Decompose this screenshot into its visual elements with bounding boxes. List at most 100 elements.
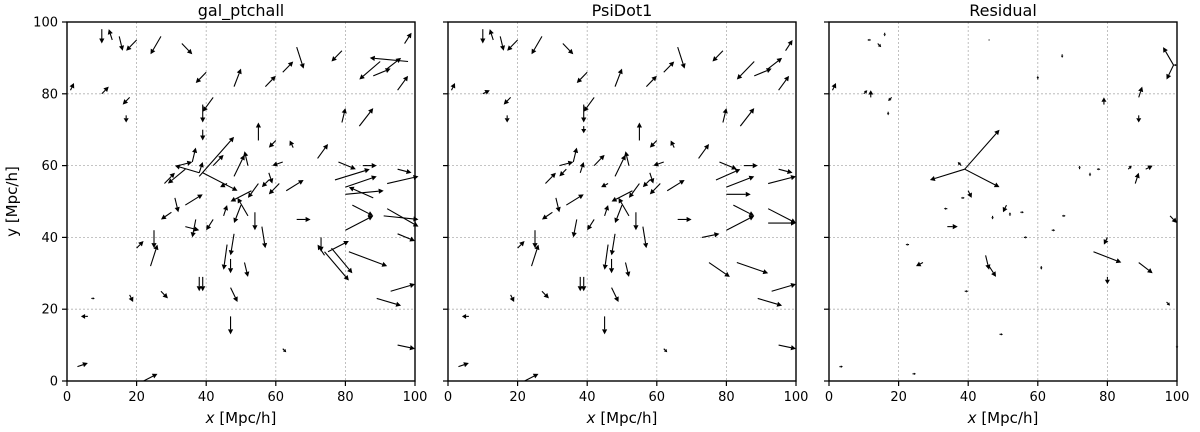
vector-arrow xyxy=(649,140,658,148)
vector-arrow-shaft xyxy=(663,64,672,73)
vector-arrow-head xyxy=(1060,55,1064,58)
vector-arrow-shaft xyxy=(69,87,73,91)
vector-arrow-shaft xyxy=(726,217,751,231)
vector-arrow xyxy=(1127,165,1132,170)
vector-arrow-head xyxy=(255,122,261,128)
vector-arrow xyxy=(362,163,377,169)
vector-arrow-head xyxy=(985,264,991,270)
vector-arrow-head xyxy=(567,48,574,55)
vector-arrow xyxy=(566,194,584,206)
vector-arrow-head xyxy=(200,135,206,141)
vector-arrow-shaft xyxy=(645,79,654,88)
vector-arrow-head xyxy=(680,63,686,69)
vector-arrow-shaft xyxy=(988,265,994,273)
vector-arrow-shaft xyxy=(701,234,715,238)
vector-arrow-head xyxy=(994,129,1000,136)
x-tick-label: 20 xyxy=(890,390,907,405)
vector-arrow-shaft xyxy=(967,190,971,194)
vector-arrow xyxy=(562,43,574,55)
vector-arrow xyxy=(450,83,456,91)
vector-arrow-head xyxy=(790,175,796,181)
vector-arrow xyxy=(404,32,412,44)
vector-arrow-shaft xyxy=(1105,237,1108,241)
vector-arrow xyxy=(653,161,664,167)
vector-arrow xyxy=(677,216,692,223)
vector-arrow xyxy=(726,215,755,231)
vector-arrow-shaft xyxy=(234,190,252,200)
vector-arrow-shaft xyxy=(223,209,227,217)
vector-arrow-head xyxy=(103,86,109,93)
vector-arrow xyxy=(228,233,235,256)
vector-arrow-head xyxy=(347,267,353,274)
vector-arrow-shaft xyxy=(663,348,666,351)
vector-arrow-head xyxy=(602,264,608,270)
vector-arrow-head xyxy=(628,192,635,198)
vector-arrow-shaft xyxy=(877,43,880,46)
vector-arrow-shaft xyxy=(171,168,186,181)
vector-arrow xyxy=(1062,214,1066,218)
vector-arrow xyxy=(220,182,228,188)
vector-arrow-head xyxy=(967,192,972,198)
vector-arrow xyxy=(227,316,234,335)
vector-arrow-head xyxy=(162,293,168,299)
vector-arrow xyxy=(867,38,871,42)
vector-arrow-shaft xyxy=(404,36,410,44)
vector-arrow xyxy=(736,61,755,80)
vector-arrow-head xyxy=(534,244,540,251)
vector-arrow-shaft xyxy=(345,177,373,188)
vector-arrow-shaft xyxy=(77,364,84,368)
vector-arrow-head xyxy=(186,160,193,166)
vector-arrow xyxy=(581,104,587,123)
vector-arrow xyxy=(947,224,958,230)
vector-arrow xyxy=(532,230,538,249)
x-tick-label: 60 xyxy=(649,390,666,405)
vector-arrow xyxy=(1169,215,1177,224)
vector-arrow xyxy=(69,83,75,91)
vector-arrow-head xyxy=(722,108,728,114)
vector-arrow xyxy=(1088,172,1092,177)
vector-arrow-head xyxy=(748,211,755,216)
y-tick-label: 80 xyxy=(41,87,58,102)
vector-arrow-head xyxy=(1147,268,1153,274)
x-tick-label: 100 xyxy=(784,390,809,405)
vector-arrow xyxy=(261,226,268,249)
vector-arrow-head xyxy=(402,75,409,82)
vector-arrow-head xyxy=(174,206,180,213)
vector-arrow xyxy=(118,36,125,51)
vector-arrow-shaft xyxy=(331,247,350,270)
vector-arrow-head xyxy=(406,169,412,175)
vector-arrow-head xyxy=(236,68,242,75)
vector-arrow xyxy=(151,230,157,249)
vector-arrow-shaft xyxy=(212,158,221,166)
vector-arrow xyxy=(1163,47,1174,66)
vector-arrow xyxy=(722,108,728,123)
vector-arrow-head xyxy=(484,90,490,95)
vector-arrow-head xyxy=(220,182,226,188)
vector-arrow xyxy=(196,276,202,292)
vector-arrow-shaft xyxy=(191,152,196,163)
vector-arrow-head xyxy=(261,242,268,249)
vector-arrow xyxy=(397,344,415,351)
vector-arrow-head xyxy=(766,68,772,73)
vector-arrow-shaft xyxy=(160,290,165,296)
vector-arrow xyxy=(230,287,238,303)
vector-arrow xyxy=(150,36,162,55)
vector-arrow-shaft xyxy=(152,36,162,51)
vector-arrow xyxy=(530,244,540,267)
vector-arrow-head xyxy=(247,192,254,198)
vector-arrow xyxy=(1096,167,1101,171)
vector-arrow xyxy=(160,211,172,220)
vector-arrow-head xyxy=(913,372,916,376)
vector-arrow-head xyxy=(877,43,882,48)
vector-arrow-shaft xyxy=(230,287,236,298)
vector-arrow-head xyxy=(1021,211,1024,214)
vector-arrow-shaft xyxy=(348,251,383,265)
vector-arrow-shaft xyxy=(164,175,172,184)
vector-arrow xyxy=(282,61,294,73)
panel-psidot1: 0 20 40 60 80 100 PsiDot1 x [Mpc/h] xyxy=(443,1,808,427)
vector-arrow-shaft xyxy=(715,170,736,181)
vector-arrow-shaft xyxy=(450,87,454,91)
vector-arrow-head xyxy=(1098,167,1101,171)
vector-arrow-head xyxy=(734,168,741,174)
vector-arrow-head xyxy=(507,45,513,51)
